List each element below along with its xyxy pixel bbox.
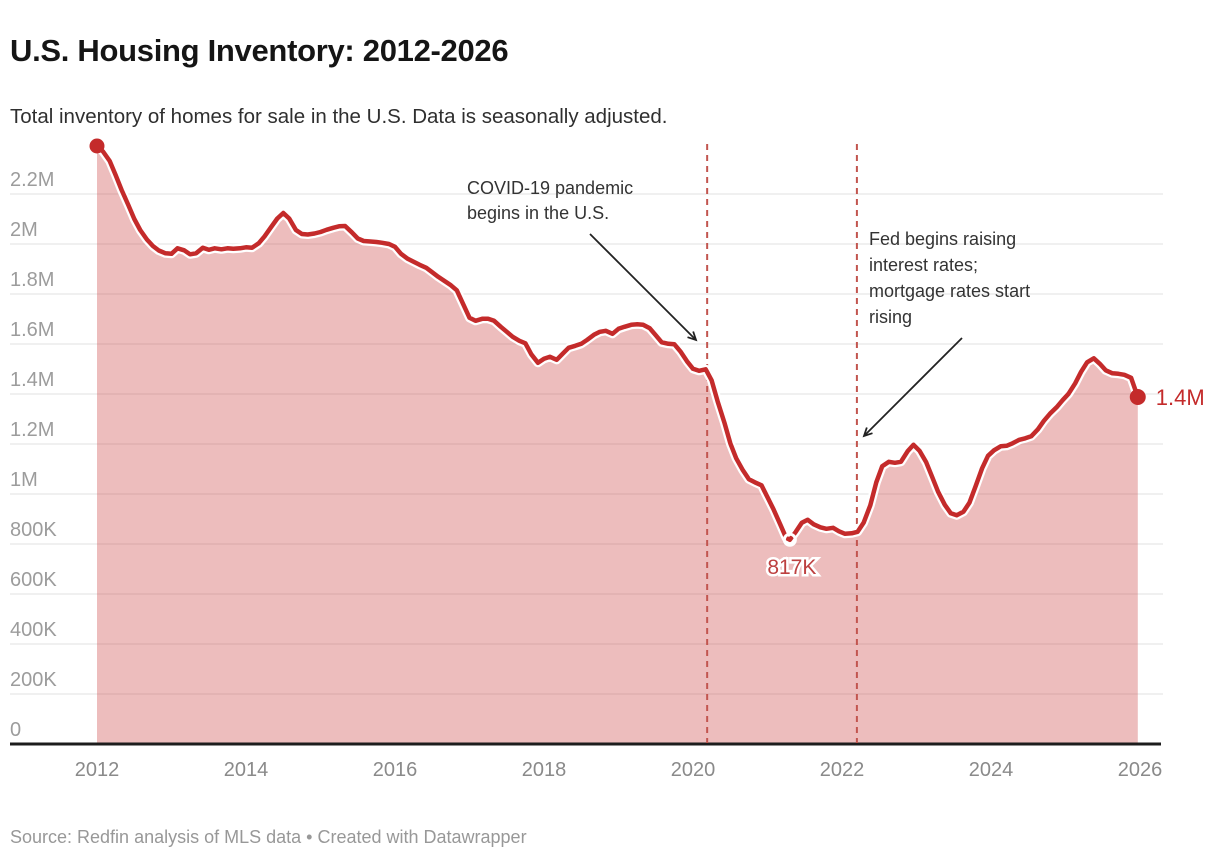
y-axis-tick-label: 1.8M: [10, 269, 54, 291]
y-axis-tick-label: 1M: [10, 469, 38, 491]
annotation-line: mortgage rates start: [869, 281, 1031, 301]
x-axis-tick-label: 2022: [820, 759, 865, 781]
series-start-dot: [89, 138, 105, 154]
x-axis-tick-label: 2020: [671, 759, 716, 781]
y-axis-tick-label: 800K: [10, 519, 57, 541]
annotation-line: rising: [869, 307, 913, 327]
annotation-line: interest rates;: [869, 255, 979, 275]
source-attribution: Source: Redfin analysis of MLS data • Cr…: [10, 827, 527, 847]
y-axis-tick-label: 200K: [10, 669, 57, 691]
annotation-line: COVID-19 pandemic: [467, 178, 634, 198]
y-axis-tick-label: 400K: [10, 619, 57, 641]
annotation-line: Fed begins raising: [869, 229, 1017, 249]
annotation-covid: COVID-19 pandemic begins in the U.S.: [467, 176, 633, 226]
y-axis-tick-label: 600K: [10, 569, 57, 591]
series-end-dot: [1129, 389, 1146, 405]
annotation-line: begins in the U.S.: [467, 203, 610, 223]
line-path: [94, 143, 1141, 543]
y-axis-tick-label: 2.2M: [10, 169, 54, 191]
x-axis-tick-label: 2018: [522, 759, 567, 781]
point-label-latest: 1.4M: [1156, 385, 1205, 410]
y-axis-tick-label: 1.6M: [10, 319, 54, 341]
annotation-arrow-covid: [589, 233, 698, 342]
point-label-trough: 817K: [767, 556, 816, 579]
page-title: U.S. Housing Inventory: 2012-2026: [10, 32, 509, 68]
x-axis-tick-label: 2026: [1118, 759, 1163, 781]
annotation-fed: Fed begins raising interest rates; mortgag…: [869, 226, 1030, 330]
x-axis-tick-label: 2012: [75, 759, 120, 781]
trough-marker: [782, 532, 797, 547]
x-axis-tick-label: 2016: [373, 759, 418, 781]
x-axis-tick-label: 2024: [969, 759, 1014, 781]
y-axis-tick-label: 2M: [10, 219, 38, 241]
annotation-arrow-fed: [862, 337, 963, 438]
area-fill: [97, 146, 1138, 744]
x-axis-tick-label: 2014: [224, 759, 269, 781]
y-axis-tick-label: 1.2M: [10, 419, 54, 441]
y-axis-tick-label: 1.4M: [10, 369, 54, 391]
y-axis-tick-label: 0: [10, 719, 21, 741]
chart-subtitle: Total inventory of homes for sale in the…: [10, 104, 668, 128]
